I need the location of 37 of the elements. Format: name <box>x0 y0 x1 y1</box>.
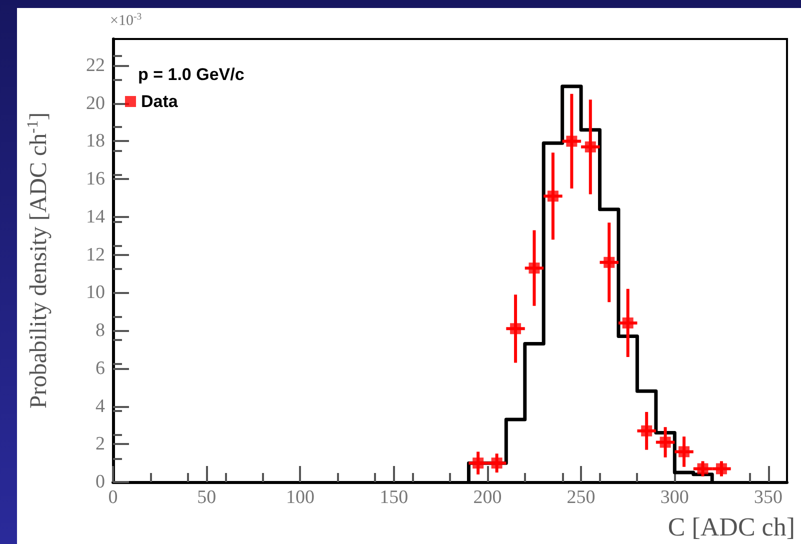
point <box>697 463 708 474</box>
x-tick-label: 200 <box>473 487 502 508</box>
point <box>510 323 522 334</box>
legend-label: Data <box>141 92 178 111</box>
point <box>716 463 727 474</box>
x-tick-label: 350 <box>754 487 783 508</box>
point <box>622 317 634 328</box>
point <box>491 458 502 469</box>
y-tick-label: 8 <box>96 320 105 342</box>
x-tick-label: 50 <box>197 487 216 508</box>
point <box>528 262 540 274</box>
point <box>472 458 484 469</box>
x-axis-title: C [ADC ch] <box>668 512 795 542</box>
y-tick-label: 6 <box>96 358 105 379</box>
x-tick-label: 250 <box>566 487 596 508</box>
point <box>547 190 558 202</box>
point <box>566 136 578 147</box>
y-tick-label: 22 <box>86 55 105 76</box>
point <box>604 256 615 268</box>
y-tick-label: 4 <box>96 396 106 417</box>
y-tick-label: 0 <box>96 472 105 492</box>
point <box>660 436 671 448</box>
y-tick-label: 18 <box>86 130 105 152</box>
y-tick-label: 10 <box>86 282 105 304</box>
y-axis-title: Probability density [ADC ch-1] <box>24 112 52 409</box>
y-tick-label: 2 <box>96 434 105 455</box>
y-tick-label: 16 <box>86 168 105 190</box>
point <box>678 446 690 458</box>
annotation: p = 1.0 GeV/c <box>138 65 244 84</box>
point <box>641 425 652 436</box>
x-tick-label: 150 <box>380 487 408 508</box>
y-tick-label: 14 <box>86 206 106 228</box>
x-tick-label: 100 <box>286 487 314 508</box>
x-tick-label: 300 <box>660 487 689 508</box>
y-tick-label: 20 <box>86 92 105 114</box>
point <box>584 141 596 152</box>
y-tick-label: 12 <box>86 244 105 266</box>
